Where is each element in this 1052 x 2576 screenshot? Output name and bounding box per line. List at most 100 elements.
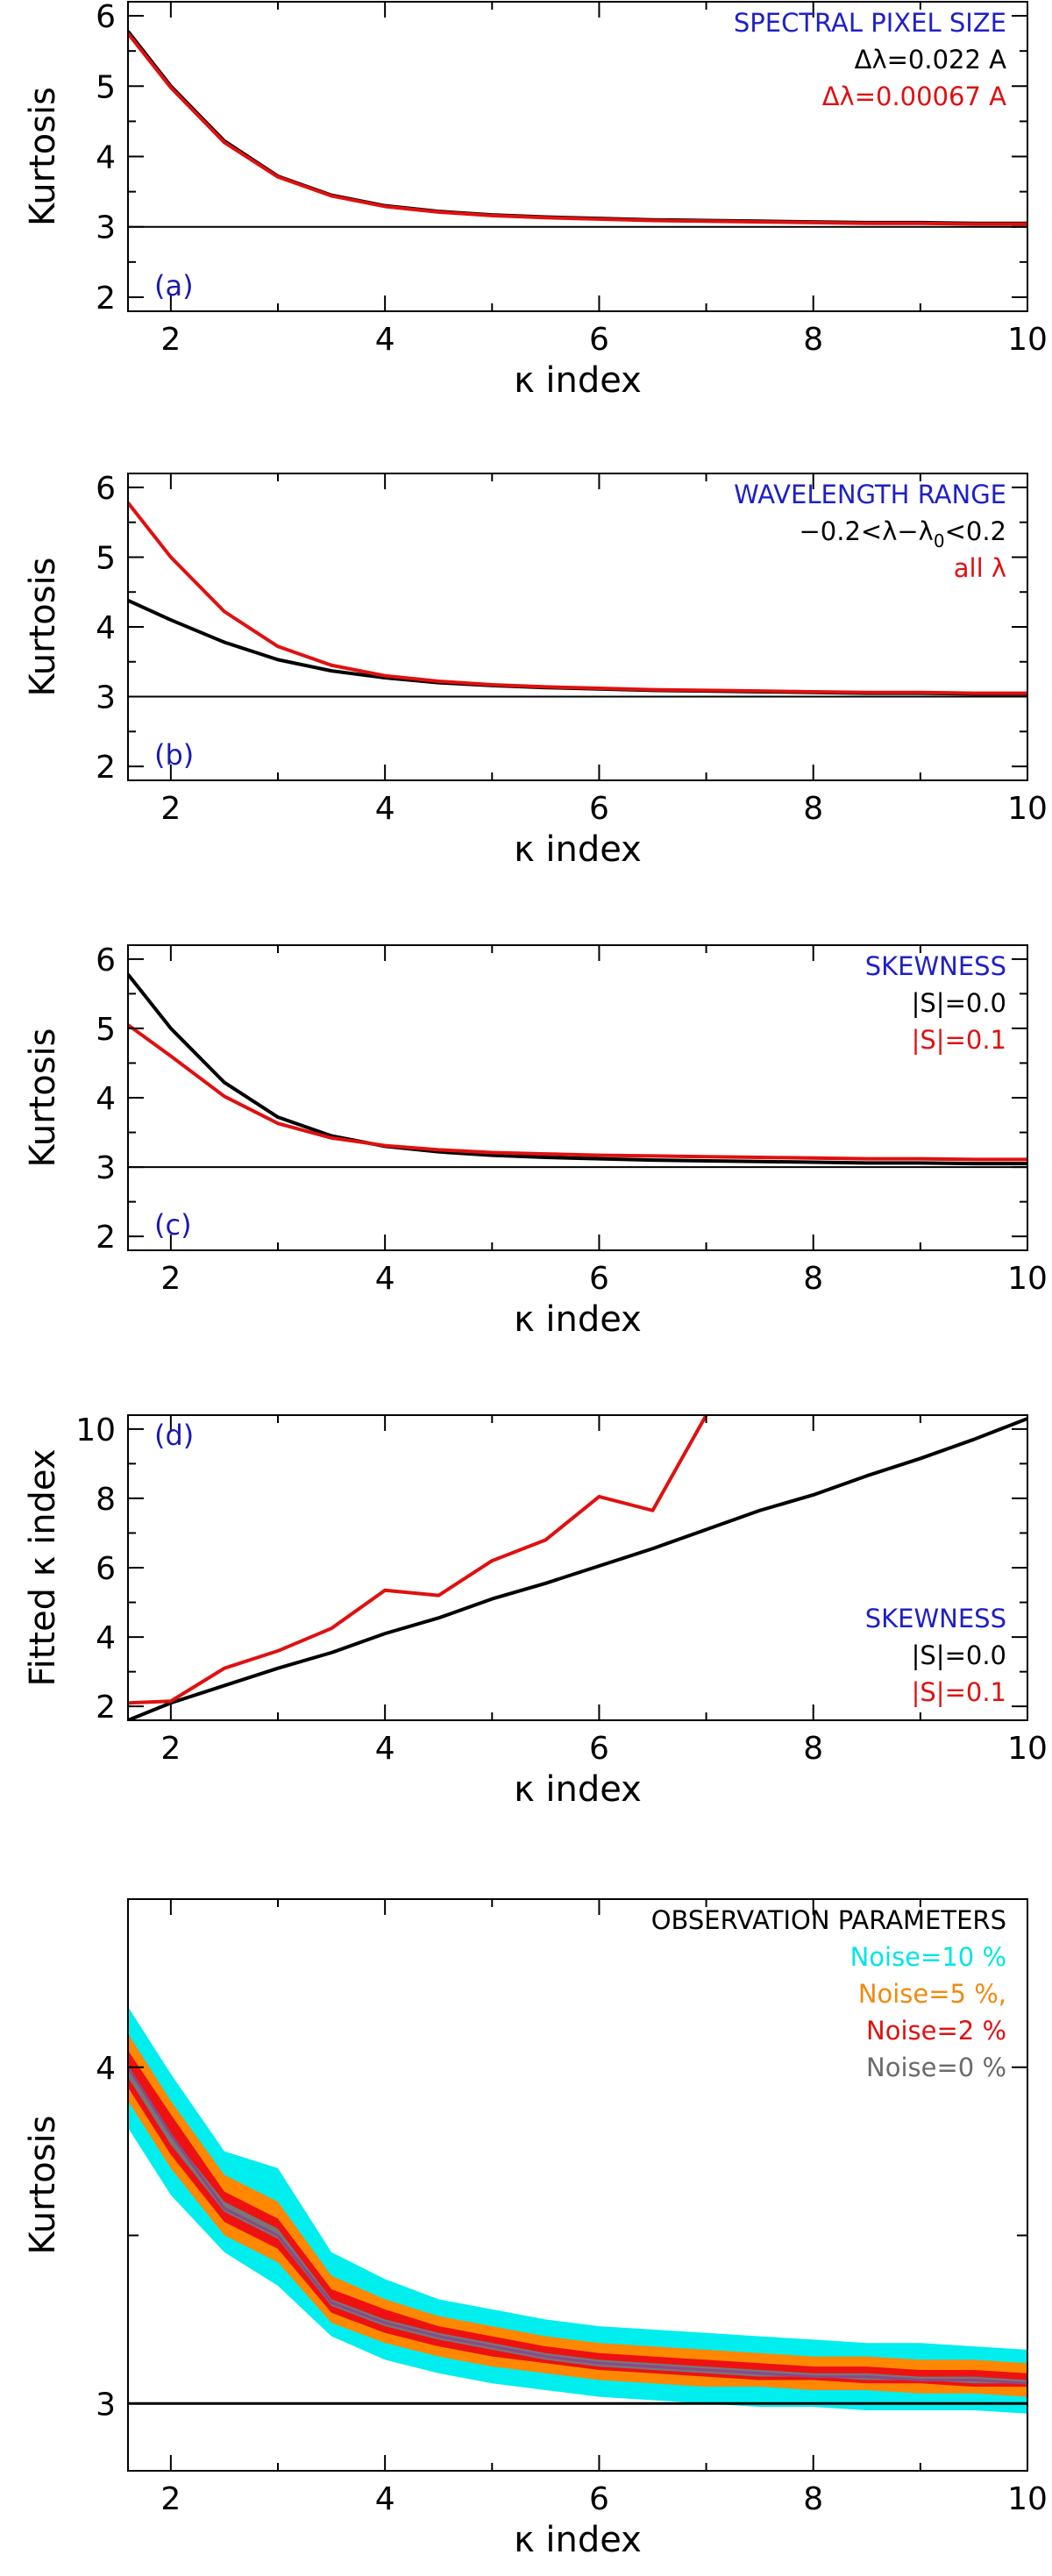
- panel-label: (c): [154, 1208, 192, 1242]
- series-line-1: [128, 1415, 708, 1705]
- x-tick-label: 8: [803, 2481, 823, 2517]
- legend-entry: −0.2<λ−λ0<0.2: [800, 516, 1007, 551]
- legend: SPECTRAL PIXEL SIZE Δλ=0.022 A Δλ=0.00067 …: [734, 8, 1006, 111]
- x-tick-label: 2: [160, 791, 181, 827]
- x-axis-label: κ index: [514, 360, 642, 401]
- x-tick-label: 6: [589, 2481, 609, 2517]
- series-line-0: [128, 1417, 1027, 1720]
- legend: OBSERVATION PARAMETERS Noise=10 % Noise=5 …: [651, 1905, 1006, 2082]
- noise-center-line: [128, 2066, 1027, 2385]
- x-tick-label: 4: [375, 791, 395, 827]
- y-tick-label: 2: [96, 281, 116, 317]
- y-tick-label: 2: [96, 1220, 116, 1256]
- y-tick-label: 2: [96, 750, 116, 786]
- legend-entry-part: <0.2: [945, 516, 1006, 546]
- y-tick-label: 8: [96, 1482, 116, 1518]
- y-tick-label: 3: [96, 2387, 116, 2423]
- y-tick-label: 5: [96, 69, 116, 105]
- x-tick-label: 6: [589, 322, 609, 358]
- series-line-0: [128, 972, 1027, 1166]
- x-axis-label: κ index: [514, 2520, 642, 2560]
- plot-area-4: [128, 1415, 1027, 1720]
- legend-title: SKEWNESS: [865, 951, 1006, 981]
- legend-entry: |S|=0.1: [912, 1025, 1006, 1055]
- x-tick-label: 10: [1007, 1731, 1048, 1767]
- plot-area-3: [128, 972, 1027, 1169]
- legend-title: SPECTRAL PIXEL SIZE: [734, 8, 1006, 38]
- y-tick-label: 5: [96, 1012, 116, 1048]
- y-tick-label: 4: [96, 610, 116, 646]
- x-axis-label: κ index: [514, 1769, 642, 1810]
- plot-area-5: [128, 2006, 1027, 2414]
- panel-label: (a): [154, 269, 194, 302]
- series-line-1: [128, 32, 1027, 226]
- x-tick-label: 10: [1007, 2481, 1048, 2517]
- x-axis-label: κ index: [514, 829, 642, 870]
- x-tick-label: 8: [803, 1731, 823, 1767]
- y-axis-label: Fitted κ index: [23, 1448, 63, 1686]
- panel-5: 2 4 6 8 10 3 4 κ index Kurtosis OBSERVATION PARAM…: [23, 1898, 1048, 2560]
- y-tick-label: 4: [96, 140, 116, 176]
- axis-frame: [127, 944, 1028, 1251]
- x-tick-label: 10: [1007, 1261, 1048, 1297]
- x-tick-label: 2: [160, 1731, 181, 1767]
- series-line-0: [128, 598, 1027, 696]
- y-tick-label: 3: [96, 1150, 116, 1186]
- legend-entry: all λ: [954, 553, 1006, 583]
- legend-entry: Noise=2 %: [866, 2016, 1006, 2046]
- x-tick-label: 8: [803, 1261, 823, 1297]
- x-tick-label: 4: [375, 2481, 395, 2517]
- x-tick-label: 10: [1007, 322, 1048, 358]
- legend-entry: |S|=0.0: [912, 1640, 1006, 1670]
- y-axis-label: Kurtosis: [23, 558, 63, 697]
- y-tick-label: 6: [96, 0, 116, 35]
- x-tick-label: 4: [375, 1261, 395, 1297]
- x-tick-label: 2: [160, 322, 181, 358]
- legend-entry-part: −0.2<λ−λ: [800, 516, 934, 546]
- y-axis-label: Kurtosis: [23, 1028, 63, 1168]
- y-tick-label: 6: [96, 471, 116, 507]
- x-tick-label: 8: [803, 322, 823, 358]
- series-line-1: [128, 502, 1027, 695]
- y-tick-label: 4: [96, 2051, 116, 2087]
- y-axis-label: Kurtosis: [23, 2116, 63, 2255]
- x-tick-label: 2: [160, 1261, 181, 1297]
- plot-area-1: [128, 30, 1027, 228]
- noise-band-2: [128, 2050, 1027, 2387]
- y-axis-label: Kurtosis: [23, 87, 63, 226]
- legend-title: OBSERVATION PARAMETERS: [651, 1905, 1006, 1935]
- x-tick-label: 10: [1007, 791, 1048, 827]
- y-tick-label: 5: [96, 540, 116, 576]
- y-tick-label: 6: [96, 1551, 116, 1587]
- panel-4: 2 4 6 8 10 2 4 6 8 10 κ index Fitted κ index (d) SKEW…: [23, 1413, 1048, 1810]
- x-tick-label: 6: [589, 1261, 609, 1297]
- y-tick-label: 10: [75, 1413, 116, 1448]
- legend-entry: Noise=10 %: [850, 1942, 1006, 1972]
- legend: SKEWNESS |S|=0.0 |S|=0.1: [865, 1604, 1006, 1707]
- legend-entry: |S|=0.0: [912, 988, 1006, 1018]
- legend-entry-sub: 0: [934, 530, 945, 551]
- x-tick-label: 2: [160, 2481, 181, 2517]
- panel-label: (d): [154, 1419, 194, 1452]
- x-tick-label: 6: [589, 1731, 609, 1767]
- legend-title: WAVELENGTH RANGE: [734, 480, 1006, 509]
- y-tick-label: 4: [96, 1081, 116, 1117]
- panel-label: (b): [154, 738, 194, 772]
- y-tick-label: 3: [96, 680, 116, 716]
- legend-entry: Δλ=0.00067 A: [822, 82, 1006, 111]
- legend-entry: |S|=0.1: [912, 1677, 1006, 1707]
- legend-entry: Noise=0 %: [866, 2053, 1006, 2082]
- legend: SKEWNESS |S|=0.0 |S|=0.1: [865, 951, 1006, 1055]
- y-tick-label: 2: [96, 1690, 116, 1726]
- y-tick-label: 3: [96, 210, 116, 246]
- x-tick-label: 8: [803, 791, 823, 827]
- legend-title: SKEWNESS: [865, 1604, 1006, 1633]
- legend-entry: Δλ=0.022 A: [855, 45, 1007, 75]
- y-tick-label: 4: [96, 1620, 116, 1656]
- y-tick-label: 6: [96, 943, 116, 978]
